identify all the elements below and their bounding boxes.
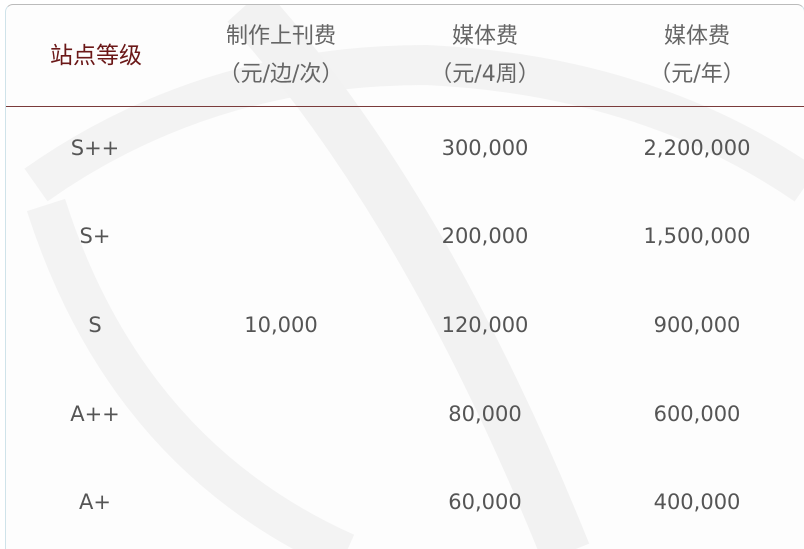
table-row: S++ 300,000 2,200,000 <box>6 106 804 194</box>
watermark-logo <box>24 5 804 549</box>
table-row: A++ 80,000 600,000 <box>6 372 804 460</box>
table-row: S 10,000 120,000 900,000 <box>6 283 804 371</box>
grade-cell: S++ <box>70 136 120 160</box>
grade-cell: A++ <box>70 402 120 426</box>
fee-4weeks-cell: 60,000 <box>448 490 522 514</box>
fee-year-cell: 600,000 <box>653 402 741 426</box>
fee-year-cell: 900,000 <box>653 313 741 337</box>
header-unit: （元/年） <box>649 62 745 87</box>
header-line: 媒体费 <box>663 24 731 49</box>
table-header: 站点等级 制作上刊费 （元/边/次） 媒体费 （元/4周） 媒体费 （元/年） <box>6 5 804 107</box>
table-row: A+ 60,000 400,000 <box>6 460 804 548</box>
fee-4weeks-cell: 80,000 <box>448 402 522 426</box>
fee-4weeks-cell: 300,000 <box>441 136 529 160</box>
fee-year-cell: 400,000 <box>653 490 741 514</box>
fee-4weeks-cell: 200,000 <box>441 224 529 248</box>
header-media-fee-4weeks: 媒体费 （元/4周） <box>430 18 539 94</box>
fee-4weeks-cell: 120,000 <box>441 313 529 337</box>
header-line: 媒体费 <box>451 24 519 49</box>
header-unit: （元/4周） <box>430 62 540 87</box>
header-production-fee: 制作上刊费 （元/边/次） <box>219 18 344 94</box>
header-unit: （元/边/次） <box>218 62 344 87</box>
price-table: 站点等级 制作上刊费 （元/边/次） 媒体费 （元/4周） 媒体费 （元/年） … <box>5 4 804 549</box>
header-media-fee-year: 媒体费 （元/年） <box>649 18 744 94</box>
production-fee-cell: 10,000 <box>244 313 318 337</box>
header-grade: 站点等级 <box>50 43 142 69</box>
fee-year-cell: 2,200,000 <box>643 136 751 160</box>
fee-year-cell: 1,500,000 <box>643 224 751 248</box>
table-row: S+ 200,000 1,500,000 <box>6 194 804 282</box>
grade-cell: S <box>88 313 102 337</box>
header-line: 制作上刊费 <box>225 24 337 49</box>
grade-cell: A+ <box>79 490 111 514</box>
grade-cell: S+ <box>79 224 111 248</box>
